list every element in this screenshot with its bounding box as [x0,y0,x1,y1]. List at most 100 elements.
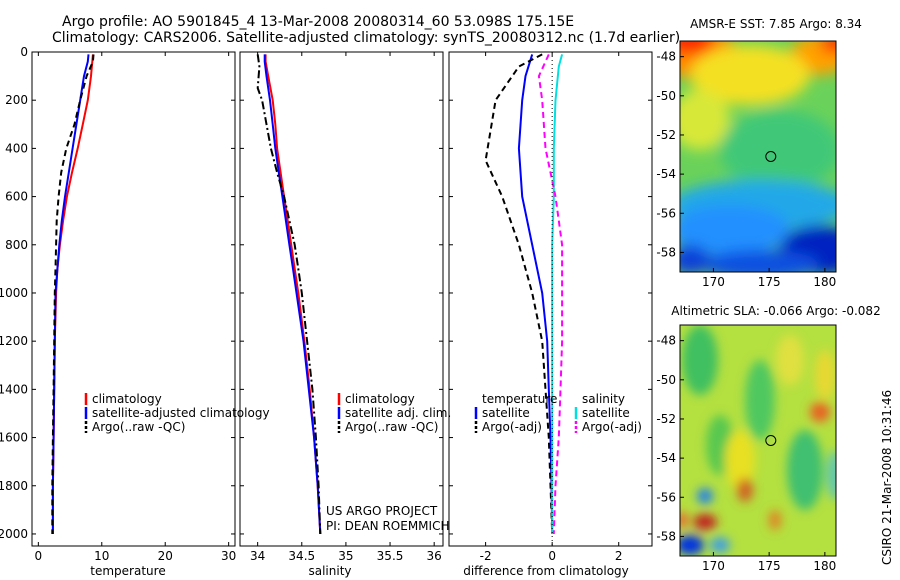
legend-climatology-label: climatology [92,392,162,406]
sla-yellow-patch [776,335,804,385]
salinity-x-tick-label: 36 [427,549,442,563]
sst-y-tick-label: -54 [656,167,676,181]
depth-tick-label: 1200 [0,334,28,348]
depth-tick-label: 600 [5,190,28,204]
salinity-x-tick-label: 35 [338,549,353,563]
sla-y-tick-label: -52 [656,412,676,426]
depth-tick-label: 1000 [0,286,28,300]
salinity-x-tick-label: 34.5 [288,549,315,563]
depth-tick-label: 1400 [0,382,28,396]
difference-panel-frame [448,51,653,547]
temperature-axis-label: temperature [90,564,165,578]
sst-y-tick-label: -48 [656,50,676,64]
legend-temperature-title: temperature [482,392,557,406]
depth-tick-label: 0 [20,45,28,59]
sla-map-title: Altimetric SLA: -0.066 Argo: -0.082 [671,304,880,318]
series-line-salinity-argo-adj- [537,53,564,535]
sla-warm-patch [769,510,781,530]
depth-tick-label: 2000 [0,527,28,541]
sla-warm-patch [737,478,753,502]
csiro-timestamp: CSIRO 21-Mar-2008 10:31:46 [880,390,894,565]
legend-sal-satellite-label: satellite [582,406,630,420]
salinity-legend: climatology satellite adj. clim. Argo(..… [337,392,451,434]
temperature-legend: climatology satellite-adjusted climatolo… [84,392,270,434]
legend-satellite-label: satellite-adjusted climatology [92,406,270,420]
difference-legend: temperature satellite Argo(-adj) salinit… [474,392,642,434]
series-line-argo-raw-qc- [51,54,95,534]
sla-x-tick-label: 180 [813,559,836,573]
legend-salinity-title: salinity [582,392,625,406]
sst-y-tick-label: -52 [656,128,676,142]
sst-x-tick-label: 170 [702,275,725,289]
legend-sal-argo-label: Argo(-adj) [582,420,642,434]
sla-yellow-patch [815,350,835,400]
sla-y-tick-label: -50 [656,373,676,387]
sst-cool-region [680,205,790,255]
sla-cool-patch [680,535,704,555]
sla-y-tick-label: -56 [656,490,676,504]
temperature-panel-frame [31,51,236,547]
temperature-series-group [51,54,95,534]
depth-axis: 0 200 400 600 800 1000 1200 1400 1600 1800 2000 [0,45,652,541]
sst-heatmap [680,41,836,272]
legend-argo-label: Argo(..raw -QC) [92,420,185,434]
sla-x-tick-label: 170 [702,559,725,573]
series-line-argo-raw-qc- [256,54,322,535]
sst-cold-region [680,245,710,272]
series-line-temperature-argo-adj- [484,53,554,535]
header-line-1: Argo profile: AO 5901845_4 13-Mar-2008 2… [62,14,574,30]
salinity-axis-label: salinity [308,564,351,578]
sla-heatmap [680,325,836,556]
sst-map-frame [679,40,837,273]
series-line-salinity-satellite [551,54,564,534]
depth-tick-label: 200 [5,93,28,107]
difference-series-group [484,53,564,535]
argo-position-marker [765,151,777,162]
sla-x-tick-label: 175 [758,559,781,573]
sst-x-tick-label: 180 [813,275,836,289]
project-label: US ARGO PROJECT [326,504,438,518]
legend-climatology-label: climatology [345,392,415,406]
difference-x-tick-label: -2 [480,549,492,563]
depth-tick-label: 800 [5,238,28,252]
sla-map-frame [679,324,837,557]
sla-cool-patch [710,537,730,553]
sst-map-title: AMSR-E SST: 7.85 Argo: 8.34 [690,17,862,31]
legend-temp-satellite-label: satellite [482,406,530,420]
sst-y-tick-label: -56 [656,206,676,220]
sst-yellow-band [690,45,810,105]
sla-yellow-patch [725,430,755,490]
difference-axis-label: difference from climatology [463,564,629,578]
map-axes: 170 175 180 -48 -50 -52 -54 -56 -58 170 175 180 -48 -… [656,50,836,573]
sla-warm-patch [693,514,717,530]
depth-tick-label: 1600 [0,431,28,445]
legend-argo-label: Argo(..raw -QC) [345,420,438,434]
sst-yellow-band [680,90,730,150]
header-line-2: Climatology: CARS2006. Satellite-adjuste… [52,30,680,46]
series-line-temperature-satellite [517,54,554,535]
sst-warm-patch [680,41,715,54]
sla-green-patch [682,325,718,395]
salinity-x-tick-label: 34 [250,549,265,563]
sla-green-patch [745,360,775,440]
difference-x-tick-label: 0 [548,549,556,563]
salinity-x-tick-label: 35.5 [377,549,404,563]
temperature-x-tick-label: 0 [35,549,43,563]
legend-temp-argo-label: Argo(-adj) [482,420,542,434]
difference-x-tick-label: 2 [615,549,623,563]
sla-y-tick-label: -58 [656,529,676,543]
sst-warm-patch [820,41,836,53]
sla-warm-patch [810,402,830,422]
sla-y-tick-label: -54 [656,451,676,465]
sst-x-tick-label: 175 [758,275,781,289]
legend-satellite-label: satellite adj. clim. [345,406,451,420]
sst-cold-region [700,250,820,272]
temperature-x-tick-label: 20 [158,549,173,563]
temperature-x-tick-label: 10 [94,549,109,563]
sla-cool-patch [827,450,836,500]
series-line-satellite-adj-clim- [263,54,322,535]
sla-y-tick-label: -48 [656,334,676,348]
depth-tick-label: 400 [5,141,28,155]
sla-green-patch [787,430,823,510]
